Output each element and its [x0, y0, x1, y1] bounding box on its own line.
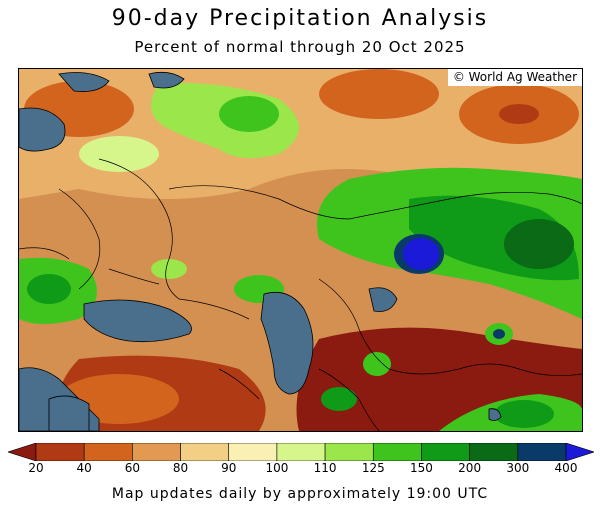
- legend-tick-label: 80: [172, 461, 189, 475]
- legend-colorbar: [8, 443, 594, 461]
- dry-region: [319, 69, 439, 119]
- caspian-sea: [260, 291, 314, 395]
- legend-swatch: [517, 443, 567, 461]
- country-borders: [19, 158, 582, 431]
- legend-tick-label: 200: [458, 461, 482, 475]
- map-subtitle: Percent of normal through 20 Oct 2025: [134, 38, 466, 56]
- map-title: 90-day Precipitation Analysis: [111, 6, 489, 31]
- wet-region: [321, 387, 357, 411]
- legend-tick-label: 20: [28, 461, 44, 475]
- legend-swatch: [276, 443, 326, 461]
- update-note: Map updates daily by approximately 19:00…: [111, 486, 489, 502]
- black-sea: [83, 299, 192, 343]
- very-wet-region: [403, 238, 439, 270]
- wet-region: [493, 329, 505, 339]
- legend-swatch: [469, 443, 519, 461]
- legend-swatch: [228, 443, 278, 461]
- legend-swatch: [8, 443, 37, 461]
- wet-region-west: [27, 274, 71, 304]
- wet-region: [79, 136, 159, 172]
- lake: [488, 408, 502, 421]
- legend-tick-label: 60: [124, 461, 140, 475]
- legend-swatch: [35, 443, 85, 461]
- legend-tick-label: 400: [554, 461, 578, 475]
- aral-sea: [368, 287, 398, 312]
- gulf-of-bothnia: [58, 72, 110, 92]
- legend-tick-label: 125: [361, 461, 385, 475]
- wet-region: [363, 352, 391, 376]
- dry-region: [499, 104, 539, 124]
- legend-tick-label: 40: [76, 461, 92, 475]
- legend-ticks: 2040608090100110125150200300400600: [0, 461, 600, 477]
- map-credit: © World Ag Weather: [447, 69, 582, 86]
- legend-tick-label: 150: [410, 461, 433, 475]
- legend-swatch: [565, 443, 594, 461]
- legend-swatch: [132, 443, 181, 461]
- baltic-sea: [19, 107, 66, 152]
- legend-tick-label: 110: [313, 461, 337, 475]
- wet-region-southeast: [494, 400, 554, 428]
- wet-region: [219, 96, 279, 132]
- lake-ladoga: [148, 71, 185, 89]
- legend-swatch: [324, 443, 374, 461]
- legend-swatch: [421, 443, 470, 461]
- legend-swatch: [180, 443, 230, 461]
- legend-tick-label: 90: [221, 461, 237, 475]
- map-canvas: [19, 69, 582, 431]
- legend-swatch: [83, 443, 133, 461]
- legend-tick-label: 300: [506, 461, 530, 475]
- legend-swatch: [372, 443, 422, 461]
- wet-region-east: [504, 219, 574, 269]
- legend-tick-label: 100: [265, 461, 289, 475]
- wet-region: [151, 259, 187, 279]
- precipitation-map: © World Ag Weather: [18, 68, 583, 432]
- aegean-sea: [48, 395, 90, 431]
